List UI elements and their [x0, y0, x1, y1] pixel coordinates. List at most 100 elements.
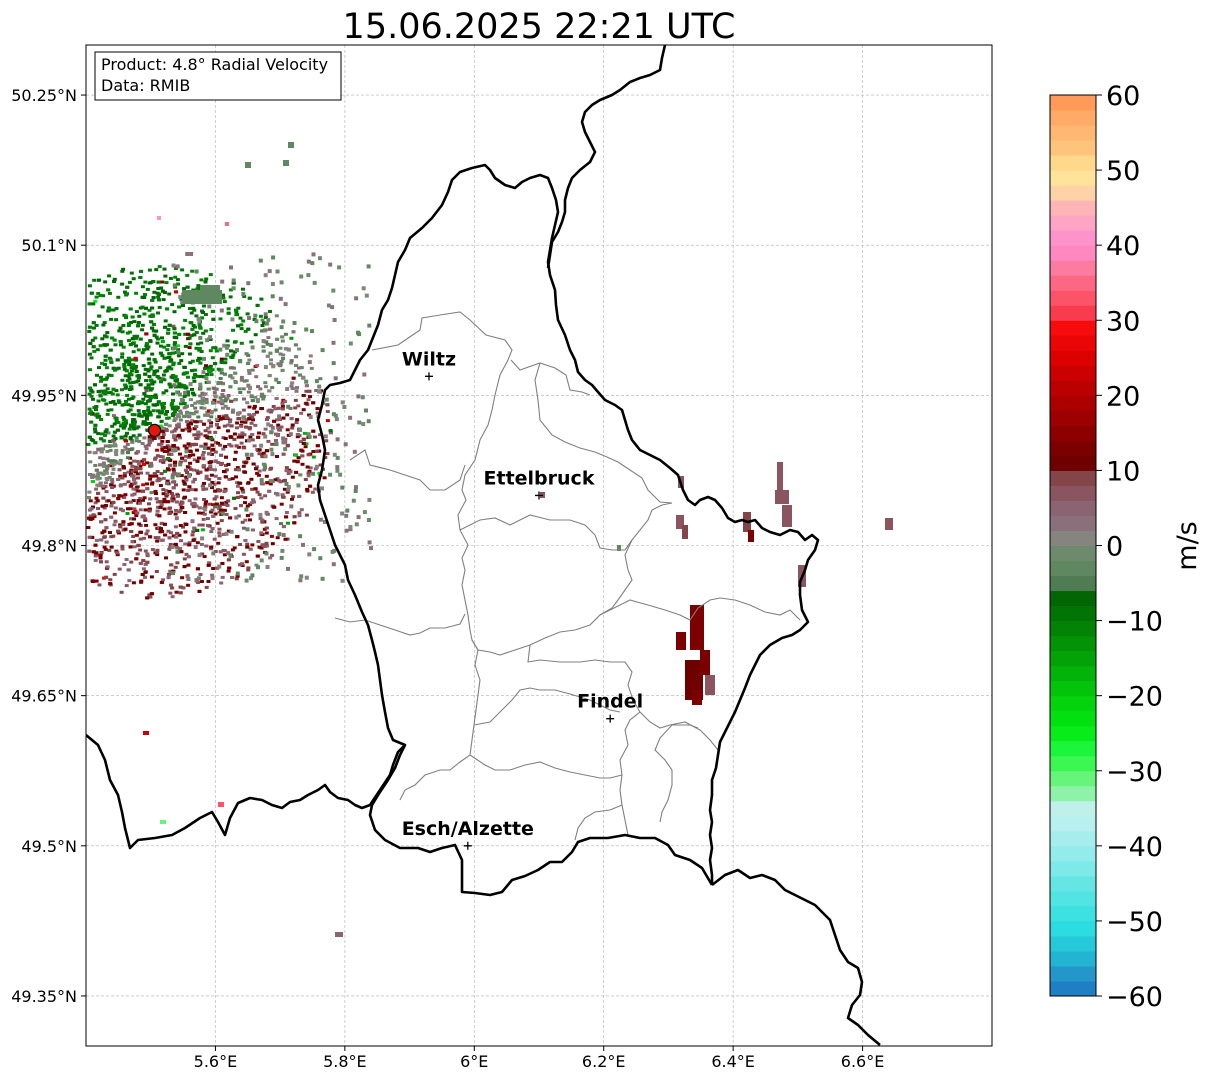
echo-cell	[311, 252, 316, 257]
echo-cell	[159, 580, 164, 584]
echo-cell	[322, 476, 327, 480]
echo-cell	[280, 404, 285, 408]
echo-cell	[155, 448, 160, 452]
echo-cell	[204, 468, 209, 472]
echo-cell	[113, 444, 118, 448]
echo-cell	[178, 524, 183, 527]
echo-cell	[223, 475, 228, 479]
echo-cell	[255, 554, 260, 558]
echo-cell	[187, 427, 192, 431]
echo-cell	[107, 308, 112, 312]
colorbar-tick-label: −20	[1106, 682, 1163, 713]
city-wiltz: Wiltz	[402, 348, 456, 381]
echo-cell	[110, 464, 115, 468]
echo-cell	[258, 258, 263, 263]
echo-cell	[305, 465, 310, 469]
echo-cell	[155, 548, 160, 552]
echo-cell	[247, 358, 252, 362]
echo-cell	[264, 510, 269, 515]
echo-cell	[109, 462, 114, 466]
echo-cell	[199, 580, 204, 583]
echo-cell	[195, 432, 200, 436]
echo-cell	[264, 526, 269, 530]
echo-cell	[183, 391, 188, 395]
echo-cell	[135, 552, 140, 556]
colorbar-band	[1050, 335, 1096, 351]
echo-cell	[246, 353, 251, 357]
echo-cell	[270, 452, 275, 457]
echo-cell	[140, 351, 145, 355]
echo-cell	[257, 545, 262, 549]
echo-cell	[167, 382, 172, 386]
echo-cell	[126, 356, 131, 360]
echo-cell	[230, 576, 235, 579]
city-marker-icon	[424, 372, 433, 381]
echo-cell	[241, 415, 246, 420]
echo-cell	[160, 280, 165, 284]
echo-cell	[306, 453, 311, 457]
echo-cell	[152, 380, 157, 384]
echo-cell	[100, 484, 105, 488]
echo-cell	[367, 540, 372, 545]
echo-cell	[215, 423, 219, 427]
echo-cell	[159, 442, 164, 446]
echo-cell	[287, 468, 292, 472]
echo-cell	[236, 445, 241, 449]
echo-cell	[198, 394, 203, 398]
echo-cell	[162, 356, 167, 360]
echo-cell	[239, 504, 243, 508]
echo-cell	[286, 347, 291, 352]
echo-cell	[219, 463, 224, 467]
echo-cell	[197, 319, 202, 324]
echo-cell	[170, 586, 175, 590]
echo-cell	[91, 321, 96, 325]
echo-cell	[218, 396, 223, 400]
colorbar-band	[1050, 170, 1096, 186]
colorbar-band	[1050, 380, 1096, 396]
echo-cell	[243, 329, 248, 333]
echo-cell	[143, 372, 148, 376]
echo-cell	[124, 399, 128, 403]
echo-cell	[237, 417, 242, 420]
echo-cell	[241, 552, 246, 556]
echo-cell	[257, 469, 262, 473]
colorbar-band	[1050, 155, 1096, 171]
echo-cell	[194, 331, 199, 334]
echo-cell	[115, 358, 120, 362]
echo-cell	[149, 575, 154, 579]
colorbar-band	[1050, 440, 1096, 456]
echo-cell	[129, 423, 134, 427]
echo-cell	[151, 403, 156, 407]
echo-cell	[127, 363, 132, 367]
echo-cell	[280, 339, 285, 343]
echo-cell	[91, 513, 96, 517]
echo-cell	[277, 532, 282, 536]
echo-cell	[193, 368, 198, 372]
echo-cell	[154, 335, 159, 339]
echo-cell	[128, 507, 133, 511]
echo-cell	[129, 404, 134, 408]
echo-cell	[299, 508, 304, 512]
echo-cell	[189, 334, 194, 338]
echo-cell	[114, 416, 119, 420]
echo-cell	[158, 344, 163, 348]
colorbar-band	[1050, 920, 1096, 937]
echo-cell	[177, 385, 182, 389]
echo-cell	[133, 468, 138, 472]
echo-cell	[209, 415, 214, 419]
echo-cell	[219, 357, 224, 361]
axis-ticks: 5.6°E 5.8°E 6°E 6.2°E 6.4°E 6.6°E50.25°N50.1°…	[11, 86, 884, 1071]
echo-cell	[147, 281, 152, 285]
lon-tick-label: 6.2°E	[582, 1052, 626, 1071]
echo-cell	[261, 432, 266, 436]
echo-cell	[159, 458, 164, 462]
echo-cell	[99, 418, 104, 421]
echo-cell	[283, 447, 288, 452]
echo-cell	[116, 399, 121, 403]
echo-cell	[136, 489, 141, 493]
echo-cell	[160, 340, 165, 344]
echo-cell	[224, 531, 229, 536]
echo-cell	[256, 385, 260, 389]
echo-cell	[194, 269, 199, 274]
echo-cell	[99, 551, 104, 555]
